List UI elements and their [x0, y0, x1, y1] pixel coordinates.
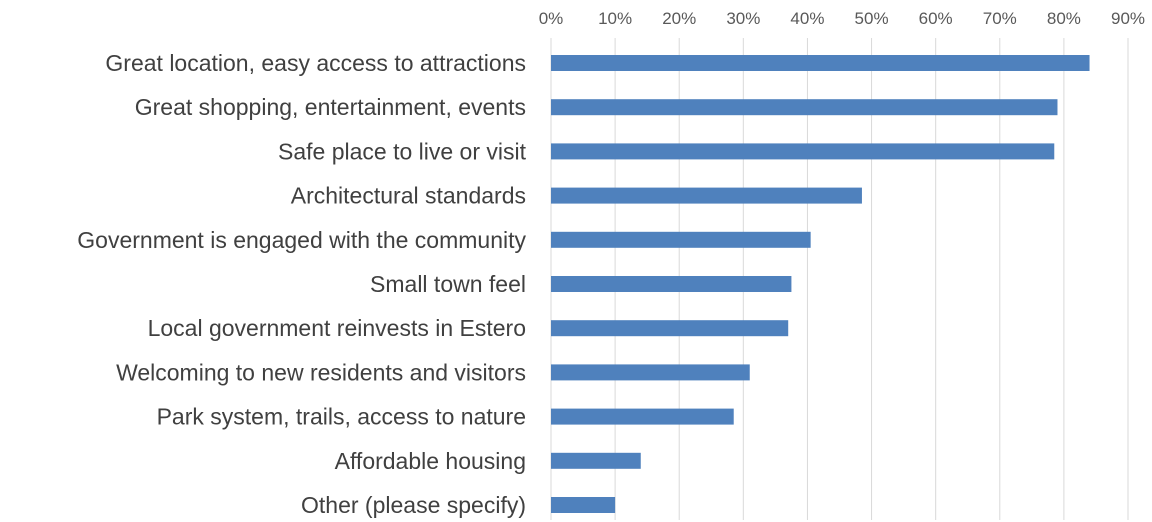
category-label: Park system, trails, access to nature	[157, 404, 526, 430]
x-tick-label: 0%	[539, 9, 564, 28]
x-tick-labels: 0% 10% 20% 30% 40% 50% 60% 70% 80% 90%	[539, 9, 1145, 28]
x-tick-label: 80%	[1047, 9, 1081, 28]
x-tick-label: 90%	[1111, 9, 1145, 28]
category-label: Other (please specify)	[301, 492, 526, 518]
bar	[551, 408, 734, 425]
x-tick-label: 20%	[662, 9, 696, 28]
category-label: Architectural standards	[291, 183, 526, 209]
bar	[551, 276, 792, 292]
category-label: Small town feel	[370, 271, 526, 297]
category-label: Government is engaged with the community	[77, 227, 526, 253]
gridlines	[550, 38, 1129, 520]
x-tick-label: 30%	[726, 9, 760, 28]
category-label: Great shopping, entertainment, events	[135, 94, 526, 120]
x-tick-label: 70%	[983, 9, 1017, 28]
bar	[551, 320, 789, 337]
bar	[551, 364, 750, 381]
category-label: Great location, easy access to attractio…	[105, 50, 526, 76]
category-labels: Great location, easy access to attractio…	[77, 50, 526, 518]
bar	[551, 55, 1090, 71]
bar	[551, 452, 641, 469]
category-label: Safe place to live or visit	[278, 138, 527, 164]
bar	[551, 99, 1058, 116]
x-tick-label: 50%	[855, 9, 889, 28]
x-tick-label: 60%	[919, 9, 953, 28]
bar	[551, 143, 1055, 160]
bar	[551, 231, 811, 248]
bar	[551, 187, 862, 204]
x-tick-label: 40%	[790, 9, 824, 28]
bar	[551, 497, 616, 513]
bars	[551, 55, 1090, 513]
category-label: Welcoming to new residents and visitors	[116, 359, 526, 385]
category-label: Local government reinvests in Estero	[148, 315, 526, 341]
x-tick-label: 10%	[598, 9, 632, 28]
category-label: Affordable housing	[335, 448, 526, 474]
